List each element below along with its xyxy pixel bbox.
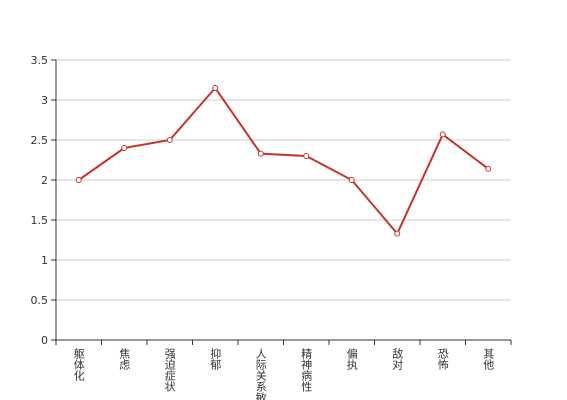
point: [439, 131, 446, 138]
x-tick-label: 偏执: [345, 347, 358, 371]
point: [75, 177, 82, 183]
point: [394, 230, 401, 237]
x-tick-label: 焦虑: [118, 348, 131, 370]
point: [303, 153, 310, 159]
y-tick-label: 2: [41, 174, 48, 187]
x-tick-label: 抑郁: [209, 347, 222, 370]
y-tick-label: 0: [41, 334, 48, 347]
x-tick-label: 人际关系敏感: [254, 348, 267, 400]
x-tick-label: 强迫症状: [163, 348, 176, 392]
point: [485, 165, 492, 172]
y-tick-label: 3.5: [31, 54, 49, 67]
x-tick-label: 恐怖: [436, 348, 449, 370]
y-tick-label: 0.5: [31, 294, 49, 307]
y-tick-label: 1.5: [31, 214, 49, 227]
line: [78, 86, 489, 236]
point: [348, 177, 355, 183]
x-tick-label: 精神病性: [300, 348, 313, 393]
x-tick-label: 敌对: [391, 347, 404, 370]
y-tick-label: 1: [41, 254, 48, 267]
y-tick-label: 3: [41, 94, 48, 107]
x-tick-label: 躯体化: [72, 348, 85, 382]
y-tick-label: 2.5: [31, 134, 49, 147]
point: [257, 150, 264, 157]
x-tick-label: 其他: [482, 348, 495, 370]
point: [166, 137, 173, 143]
point: [212, 85, 219, 91]
point: [121, 145, 128, 151]
